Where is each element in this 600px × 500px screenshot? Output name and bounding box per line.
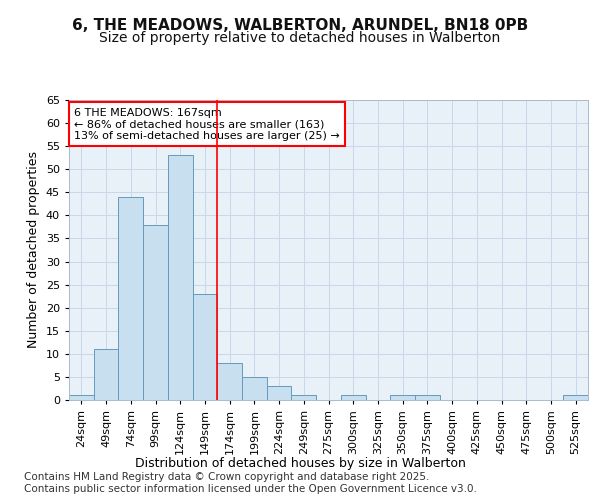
Bar bbox=[341, 396, 365, 400]
Text: Size of property relative to detached houses in Walberton: Size of property relative to detached ho… bbox=[100, 31, 500, 45]
Bar bbox=[69, 396, 94, 400]
Bar bbox=[168, 156, 193, 400]
Text: 6, THE MEADOWS, WALBERTON, ARUNDEL, BN18 0PB: 6, THE MEADOWS, WALBERTON, ARUNDEL, BN18… bbox=[72, 18, 528, 32]
Bar bbox=[267, 386, 292, 400]
Bar bbox=[415, 396, 440, 400]
Bar bbox=[143, 224, 168, 400]
Text: 6 THE MEADOWS: 167sqm
← 86% of detached houses are smaller (163)
13% of semi-det: 6 THE MEADOWS: 167sqm ← 86% of detached … bbox=[74, 108, 340, 140]
Text: Contains public sector information licensed under the Open Government Licence v3: Contains public sector information licen… bbox=[24, 484, 477, 494]
Text: Distribution of detached houses by size in Walberton: Distribution of detached houses by size … bbox=[134, 458, 466, 470]
Bar bbox=[118, 197, 143, 400]
Bar bbox=[94, 349, 118, 400]
Bar bbox=[292, 396, 316, 400]
Bar bbox=[563, 396, 588, 400]
Text: Contains HM Land Registry data © Crown copyright and database right 2025.: Contains HM Land Registry data © Crown c… bbox=[24, 472, 430, 482]
Bar bbox=[217, 363, 242, 400]
Bar bbox=[390, 396, 415, 400]
Y-axis label: Number of detached properties: Number of detached properties bbox=[27, 152, 40, 348]
Bar bbox=[193, 294, 217, 400]
Bar bbox=[242, 377, 267, 400]
